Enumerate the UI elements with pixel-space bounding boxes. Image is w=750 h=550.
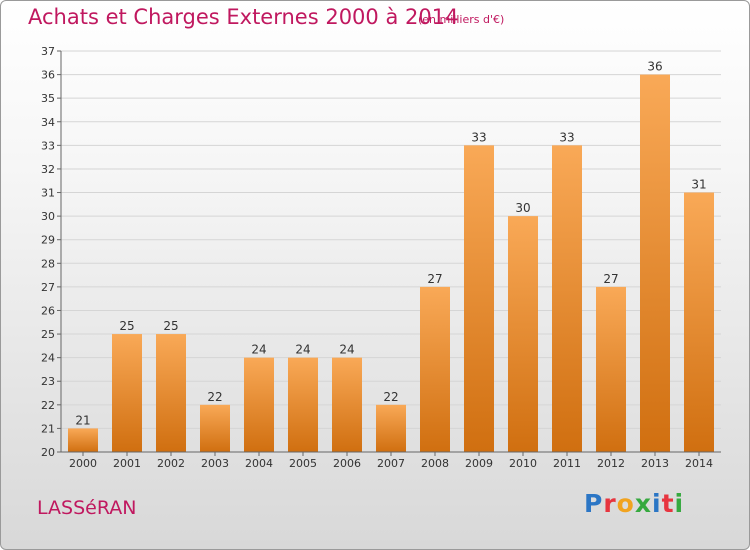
y-tick-label: 29 [41, 234, 55, 247]
bar-value-label: 27 [603, 272, 618, 286]
x-tick-label: 2013 [641, 457, 669, 470]
y-tick-label: 22 [41, 399, 55, 412]
x-tick-label: 2011 [553, 457, 581, 470]
bar-value-label: 25 [119, 319, 134, 333]
bar [376, 404, 406, 452]
x-tick-label: 2014 [685, 457, 713, 470]
chart-title: Achats et Charges Externes 2000 à 2014 [28, 5, 459, 29]
axes: 20 21 22 23 24 25 26 27 28 29 30 31 32 33 34 35 36 37 2000… [41, 45, 721, 470]
y-tick-label: 35 [41, 92, 55, 105]
commune-name: LASSéRAN [37, 497, 137, 519]
bar [68, 428, 98, 452]
bar [508, 216, 538, 452]
y-tick-label: 21 [41, 422, 55, 435]
bar-value-label: 25 [163, 319, 178, 333]
y-tick-label: 36 [41, 69, 55, 82]
x-tick-label: 2005 [289, 457, 317, 470]
bar [156, 334, 186, 452]
bar-value-label: 33 [471, 130, 486, 144]
x-tick-label: 2004 [245, 457, 273, 470]
y-tick-label: 20 [41, 446, 55, 459]
x-tick-label: 2000 [69, 457, 97, 470]
bar-value-label: 22 [207, 390, 222, 404]
logo-letter: o [616, 489, 635, 518]
x-tick-label: 2007 [377, 457, 405, 470]
logo-letter: i [652, 489, 662, 518]
y-tick-label: 24 [41, 352, 55, 365]
bars: 21 25 25 22 24 24 24 22 27 33 30 33 27 36 31 [68, 60, 714, 453]
x-tick-label: 2006 [333, 457, 361, 470]
bar [464, 145, 494, 452]
bar-value-label: 33 [559, 130, 574, 144]
y-tick-label: 31 [41, 187, 55, 200]
bar [112, 334, 142, 452]
bar [200, 404, 230, 452]
bar [596, 286, 626, 452]
x-tick-label: 2010 [509, 457, 537, 470]
y-tick-label: 32 [41, 163, 55, 176]
x-tick-label: 2002 [157, 457, 185, 470]
bar-value-label: 22 [383, 390, 398, 404]
y-tick-label: 28 [41, 257, 55, 270]
chart-subtitle: (en milliers d'€) [418, 13, 505, 26]
y-tick-label: 23 [41, 375, 55, 388]
logo-letter: r [603, 489, 617, 518]
bar-value-label: 36 [647, 60, 662, 74]
bar [288, 357, 318, 452]
logo-letter: P [584, 489, 604, 518]
bar-value-label: 24 [295, 343, 310, 357]
bar [640, 74, 670, 453]
bar [552, 145, 582, 452]
y-tick-label: 26 [41, 304, 55, 317]
y-tick-label: 37 [41, 45, 55, 58]
x-tick-label: 2003 [201, 457, 229, 470]
bar [332, 357, 362, 452]
bar-value-label: 21 [75, 413, 90, 427]
x-tick-label: 2008 [421, 457, 449, 470]
y-tick-label: 27 [41, 281, 55, 294]
y-tick-label: 34 [41, 116, 55, 129]
bar [684, 192, 714, 452]
y-tick-label: 30 [41, 210, 55, 223]
logo-letter: x [634, 489, 652, 518]
logo-letter: t [661, 489, 675, 518]
bar-value-label: 24 [251, 343, 266, 357]
x-tick-label: 2012 [597, 457, 625, 470]
bar [244, 357, 274, 452]
bar-value-label: 27 [427, 272, 442, 286]
logo-letter: i [674, 489, 685, 518]
bar-value-label: 24 [339, 343, 354, 357]
x-tick-label: 2009 [465, 457, 493, 470]
bar-value-label: 30 [515, 201, 530, 215]
bar [420, 286, 450, 452]
proxiti-logo: Proxiti [584, 489, 684, 518]
y-tick-label: 25 [41, 328, 55, 341]
x-tick-label: 2001 [113, 457, 141, 470]
y-tick-label: 33 [41, 139, 55, 152]
bar-value-label: 31 [691, 178, 706, 192]
